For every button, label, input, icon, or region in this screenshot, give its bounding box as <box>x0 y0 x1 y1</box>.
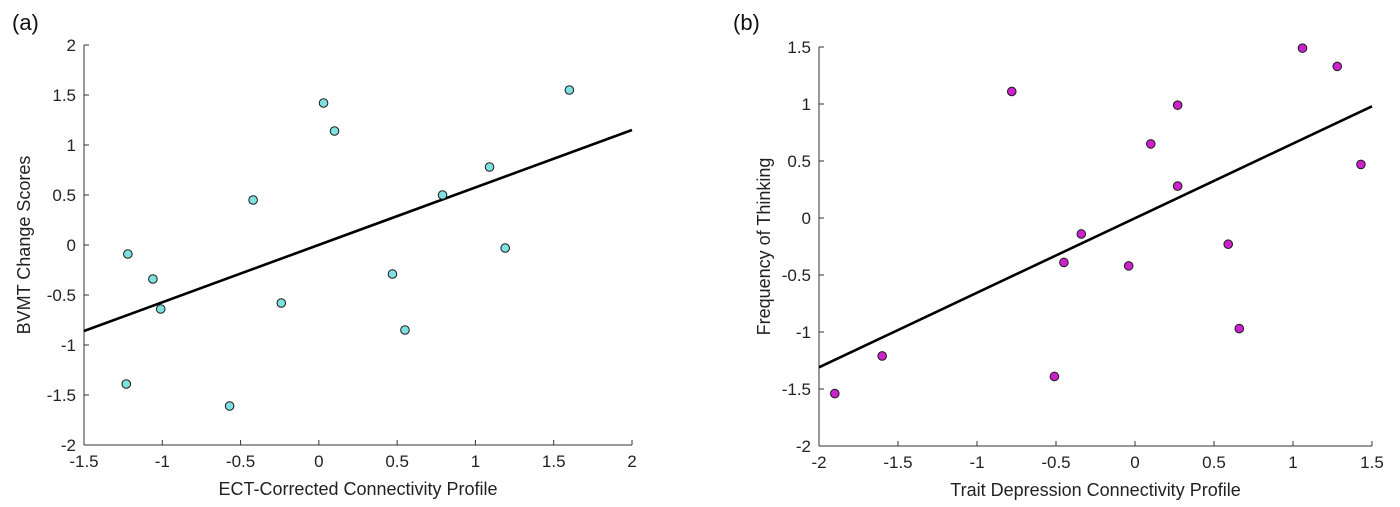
data-point <box>400 325 410 335</box>
data-point <box>1146 139 1156 149</box>
y-axis-label: BVMT Change Scores <box>14 156 34 335</box>
chart-panel-1: -2 -1.5 -1 -0.5 0 0.5 1 1.5 -2 -1.5 -1 -0.5 0 0.5 1 1.5… <box>754 38 1384 500</box>
x-tick-label: 1 <box>1288 453 1297 472</box>
x-tick-label: -2 <box>811 453 826 472</box>
data-point <box>329 126 340 136</box>
data-point <box>123 249 133 259</box>
data-point <box>1006 86 1017 97</box>
x-tick-label: -1 <box>155 452 170 471</box>
y-tick-label: 0.5 <box>52 186 76 205</box>
y-tick-label: 1 <box>802 95 811 114</box>
y-tick-label: 0 <box>67 236 76 255</box>
x-tick-label: -1 <box>969 453 984 472</box>
data-point <box>1059 257 1069 268</box>
x-tick-label: -1.5 <box>883 453 912 472</box>
x-tick-label: 1.5 <box>1360 453 1384 472</box>
data-point <box>877 351 888 361</box>
x-axis-label: ECT-Corrected Connectivity Profile <box>218 479 497 499</box>
data-point <box>830 388 840 399</box>
data-point <box>1297 43 1308 53</box>
data-point <box>387 269 398 279</box>
data-point <box>1172 100 1183 110</box>
y-tick-label: 1.5 <box>787 38 811 57</box>
panel-label-b: (b) <box>733 10 760 35</box>
x-tick-label: -0.5 <box>226 452 255 471</box>
y-tick-label: -1.5 <box>47 386 76 405</box>
x-tick-label: 0 <box>314 452 323 471</box>
data-point <box>121 379 132 389</box>
data-point <box>1234 323 1245 334</box>
data-point <box>484 162 495 172</box>
x-tick-label: 1 <box>471 452 480 471</box>
y-tick-label: -2 <box>61 436 76 455</box>
y-tick-label: -1 <box>61 336 76 355</box>
data-point <box>564 85 575 95</box>
data-point <box>1172 181 1183 191</box>
panel-label-a: (a) <box>12 10 39 35</box>
data-point <box>155 304 166 314</box>
data-point <box>224 401 235 411</box>
y-tick-label: 1 <box>67 136 76 155</box>
y-tick-label: 0 <box>802 209 811 228</box>
x-axis-label: Trait Depression Connectivity Profile <box>950 480 1240 500</box>
data-point <box>1356 159 1366 170</box>
y-axis-label: Frequency of Thinking <box>754 158 774 336</box>
x-tick-label: 0.5 <box>1202 453 1226 472</box>
y-tick-label: 1.5 <box>52 86 76 105</box>
y-tick-label: 2 <box>67 36 76 55</box>
y-tick-label: -2 <box>796 437 811 456</box>
x-tick-label: 0.5 <box>385 452 409 471</box>
fit-line <box>818 105 1373 369</box>
data-point <box>1123 261 1134 271</box>
y-tick-label: -0.5 <box>47 286 76 305</box>
fit-line <box>83 128 633 333</box>
y-tick-label: -1 <box>796 323 811 342</box>
data-point <box>318 98 329 108</box>
x-tick-label: 1.5 <box>542 452 566 471</box>
y-tick-label: 0.5 <box>787 152 811 171</box>
data-point <box>276 298 287 308</box>
data-point <box>437 190 448 200</box>
y-tick-label: -0.5 <box>782 266 811 285</box>
data-point <box>1076 229 1087 239</box>
data-point <box>248 195 258 205</box>
x-tick-label: -1.5 <box>69 452 98 471</box>
chart-panel-0: -1.5 -1 -0.5 0 0.5 1 1.5 2-2-1.5-1-0.500.511.52… <box>14 36 637 499</box>
x-tick-label: 0 <box>1130 453 1139 472</box>
data-point <box>500 243 510 253</box>
x-tick-label: 2 <box>627 452 636 471</box>
data-point <box>1223 239 1234 250</box>
y-tick-label: -1.5 <box>782 380 811 399</box>
data-point <box>1049 371 1060 382</box>
data-point <box>1332 61 1343 72</box>
x-tick-label: -0.5 <box>1041 453 1070 472</box>
data-point <box>148 274 158 284</box>
